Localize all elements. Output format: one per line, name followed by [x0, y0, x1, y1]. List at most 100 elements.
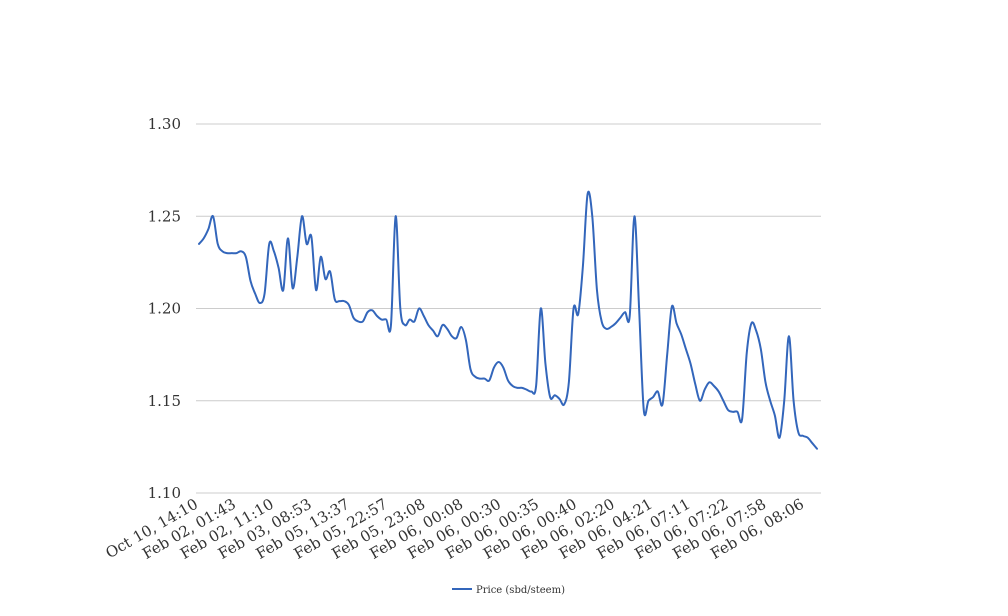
data-point — [685, 348, 686, 349]
data-point — [273, 251, 274, 252]
data-point — [798, 432, 799, 433]
data-point — [456, 337, 457, 338]
data-point — [507, 380, 508, 381]
data-point — [432, 330, 433, 331]
data-point — [217, 243, 218, 244]
data-point — [816, 448, 817, 449]
legend-label-price: Price (sbd/steem) — [476, 585, 565, 596]
data-point — [372, 310, 373, 311]
data-point — [648, 400, 649, 401]
data-point — [241, 251, 242, 252]
data-point — [334, 299, 335, 300]
data-point — [531, 391, 532, 392]
data-point — [535, 385, 536, 386]
data-point — [437, 336, 438, 337]
data-point — [727, 409, 728, 410]
y-tick-label: 1.20 — [148, 300, 181, 318]
data-point — [259, 302, 260, 303]
data-point — [774, 415, 775, 416]
data-point — [255, 293, 256, 294]
data-point — [723, 400, 724, 401]
data-point — [578, 313, 579, 314]
y-tick-label: 1.25 — [148, 207, 181, 225]
data-point — [788, 336, 789, 337]
data-point — [770, 400, 771, 401]
data-point — [751, 323, 752, 324]
y-tick-label: 1.10 — [148, 484, 181, 502]
data-point — [634, 216, 635, 217]
y-tick-label: 1.15 — [148, 392, 181, 410]
data-point — [386, 319, 387, 320]
data-point — [381, 319, 382, 320]
data-point — [315, 289, 316, 290]
data-point — [442, 325, 443, 326]
data-point — [493, 367, 494, 368]
data-point — [512, 385, 513, 386]
data-point — [362, 321, 363, 322]
data-point — [737, 411, 738, 412]
data-point — [226, 253, 227, 254]
data-point — [620, 317, 621, 318]
data-point — [559, 398, 560, 399]
data-point — [718, 391, 719, 392]
data-point — [283, 289, 284, 290]
y-tick-label: 1.30 — [148, 115, 181, 133]
data-point — [676, 323, 677, 324]
data-point — [367, 312, 368, 313]
data-point — [395, 216, 396, 217]
data-point — [741, 419, 742, 420]
data-point — [653, 396, 654, 397]
data-point — [582, 265, 583, 266]
data-point — [344, 301, 345, 302]
data-point — [353, 317, 354, 318]
data-point — [802, 435, 803, 436]
data-point — [451, 336, 452, 337]
data-point — [610, 326, 611, 327]
data-point — [760, 348, 761, 349]
data-point — [489, 380, 490, 381]
data-point — [278, 267, 279, 268]
data-point — [564, 404, 565, 405]
data-point — [418, 308, 419, 309]
data-point — [404, 325, 405, 326]
data-point — [320, 256, 321, 257]
data-point — [390, 325, 391, 326]
data-point — [198, 243, 199, 244]
data-point — [447, 328, 448, 329]
data-point — [526, 389, 527, 390]
data-point — [475, 376, 476, 377]
data-point — [208, 229, 209, 230]
data-point — [287, 238, 288, 239]
data-point — [306, 243, 307, 244]
data-point — [587, 194, 588, 195]
data-point — [269, 243, 270, 244]
data-point — [606, 328, 607, 329]
data-point — [400, 308, 401, 309]
data-point — [667, 354, 668, 355]
gridlines — [196, 123, 821, 494]
data-point — [615, 323, 616, 324]
data-point — [264, 293, 265, 294]
data-point — [629, 315, 630, 316]
data-point — [479, 378, 480, 379]
data-point — [358, 321, 359, 322]
data-point — [348, 304, 349, 305]
data-point — [601, 321, 602, 322]
data-point — [540, 308, 541, 309]
data-point — [671, 306, 672, 307]
data-point — [339, 301, 340, 302]
series-line-price — [198, 190, 818, 450]
data-point — [765, 382, 766, 383]
legend: Price (sbd/steem) — [452, 585, 565, 596]
data-point — [325, 278, 326, 279]
data-point — [428, 325, 429, 326]
data-point — [713, 385, 714, 386]
data-point — [695, 384, 696, 385]
data-point — [498, 361, 499, 362]
data-point — [301, 216, 302, 217]
data-point — [465, 339, 466, 340]
data-point — [812, 443, 813, 444]
data-point — [311, 236, 312, 237]
